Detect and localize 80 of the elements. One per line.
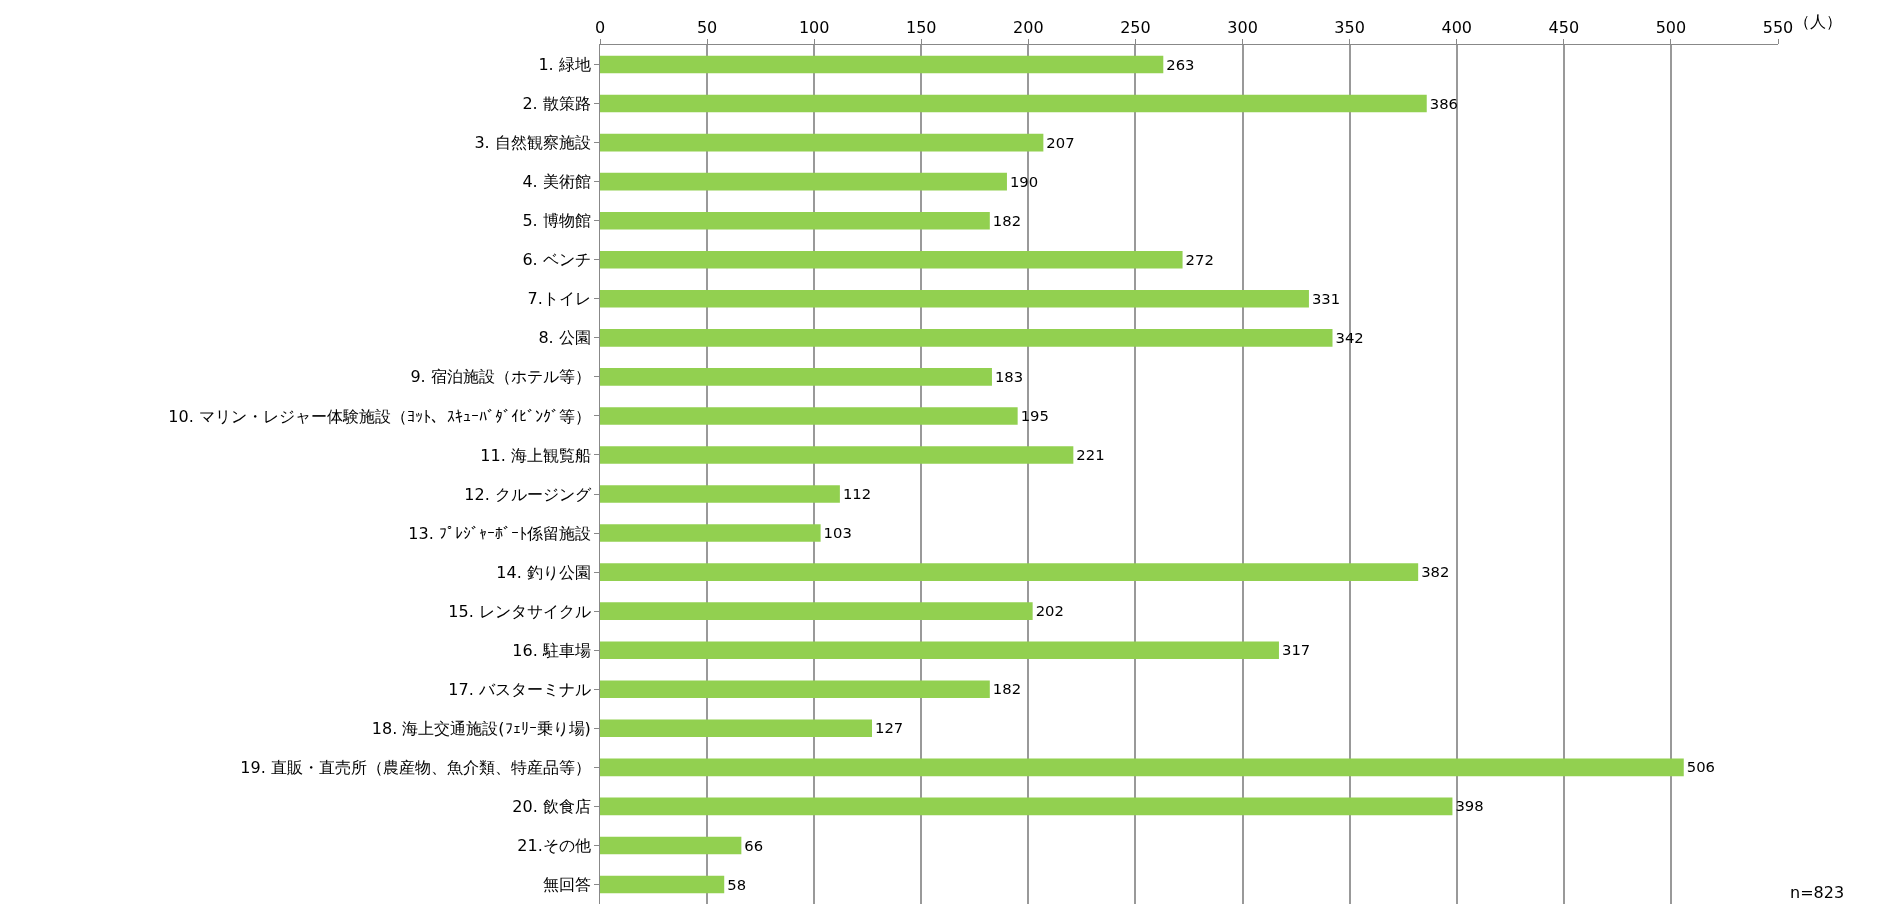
bar bbox=[600, 94, 1427, 113]
bar bbox=[600, 719, 873, 738]
y-tick-label: 21.その他 bbox=[517, 836, 591, 856]
data-label: 221 bbox=[1076, 446, 1105, 464]
x-tick-label: 200 bbox=[1013, 17, 1044, 37]
bar bbox=[600, 172, 1007, 191]
bar bbox=[600, 875, 725, 894]
y-tick-label: 2. 散策路 bbox=[522, 94, 591, 114]
y-tick-label: 18. 海上交通施設(ﾌｪﾘｰ乗り場) bbox=[371, 718, 591, 738]
x-tick-label: 400 bbox=[1441, 17, 1472, 37]
y-tick-label: 17. バスターミナル bbox=[448, 679, 591, 699]
bar bbox=[600, 407, 1018, 425]
data-label: 182 bbox=[992, 680, 1022, 698]
data-label: 195 bbox=[1020, 407, 1049, 425]
data-label: 382 bbox=[1421, 563, 1450, 581]
y-tick-label: 7.トイレ bbox=[527, 289, 591, 309]
data-label: 182 bbox=[992, 211, 1022, 229]
bar bbox=[600, 211, 990, 230]
data-label: 317 bbox=[1281, 641, 1311, 659]
bar bbox=[600, 836, 742, 855]
y-tick-label: 3. 自然観察施設 bbox=[474, 133, 591, 153]
bar bbox=[600, 680, 990, 699]
y-tick-label: 8. 公園 bbox=[538, 328, 591, 348]
y-tick-label: 16. 駐車場 bbox=[512, 640, 591, 660]
x-tick-label: 0 bbox=[594, 17, 606, 37]
y-tick-label: 6. ベンチ bbox=[522, 250, 591, 270]
data-label: 190 bbox=[1009, 172, 1039, 190]
data-label: 398 bbox=[1455, 797, 1484, 815]
data-label: 183 bbox=[994, 367, 1024, 385]
y-tick-label: 11. 海上観覧船 bbox=[480, 445, 591, 465]
y-tick-label: 13. ﾌﾟﾚｼﾞｬｰﾎﾞｰﾄ係留施設 bbox=[408, 523, 591, 543]
y-tick-label: 4. 美術館 bbox=[522, 172, 591, 192]
y-tick-label: 20. 飲食店 bbox=[512, 796, 591, 816]
data-label: 386 bbox=[1429, 94, 1458, 112]
y-tick-label: 12. クルージング bbox=[464, 484, 592, 504]
data-label: 506 bbox=[1686, 758, 1715, 776]
y-tick-label: 19. 直販・直売所（農産物、魚介類、特産品等） bbox=[240, 757, 591, 777]
y-tick-label: 1. 緑地 bbox=[538, 55, 591, 75]
data-label: 127 bbox=[875, 719, 904, 737]
y-tick-label: 14. 釣り公園 bbox=[496, 562, 591, 582]
bar bbox=[600, 133, 1044, 152]
bar bbox=[600, 55, 1164, 74]
bar bbox=[600, 641, 1279, 659]
x-axis-title: （人） bbox=[1794, 12, 1842, 31]
y-tick-label: 5. 博物館 bbox=[522, 211, 591, 231]
x-tick-label: 150 bbox=[906, 17, 937, 37]
data-label: 66 bbox=[744, 836, 764, 854]
x-tick-label: 300 bbox=[1227, 17, 1258, 37]
data-label: 331 bbox=[1311, 289, 1341, 307]
bar bbox=[600, 563, 1419, 581]
y-tick-label: 無回答 bbox=[542, 875, 591, 895]
text: n=823 bbox=[1790, 883, 1845, 902]
data-label: 272 bbox=[1185, 250, 1214, 268]
bar bbox=[600, 290, 1309, 308]
y-tick-label: 9. 宿泊施設（ホテル等） bbox=[410, 367, 591, 387]
bar bbox=[600, 524, 821, 542]
y-tick-label: 10. マリン・レジャー体験施設（ﾖｯﾄ、ｽｷｭｰﾊﾞﾀﾞｲﾋﾞﾝｸﾞ等） bbox=[168, 406, 591, 426]
x-tick-label: 350 bbox=[1334, 17, 1365, 37]
data-label: 58 bbox=[727, 875, 747, 893]
x-tick-label: 550 bbox=[1762, 17, 1794, 37]
x-tick-label: 50 bbox=[696, 17, 718, 37]
data-label: 263 bbox=[1166, 55, 1195, 73]
x-tick-label: 100 bbox=[798, 17, 830, 37]
data-label: 207 bbox=[1046, 133, 1075, 151]
data-label: 103 bbox=[823, 524, 852, 542]
bar bbox=[600, 329, 1333, 347]
bar bbox=[600, 446, 1074, 464]
x-tick-label: 450 bbox=[1548, 17, 1580, 37]
y-tick-label: 15. レンタサイクル bbox=[448, 601, 591, 621]
x-tick-label: 250 bbox=[1120, 17, 1151, 37]
bar bbox=[600, 368, 992, 386]
data-label: 112 bbox=[842, 485, 872, 503]
data-label: 342 bbox=[1335, 328, 1364, 346]
x-tick-label: 500 bbox=[1655, 17, 1687, 37]
bar bbox=[600, 485, 840, 503]
bar bbox=[600, 602, 1033, 620]
bar bbox=[600, 758, 1684, 777]
data-label: 202 bbox=[1035, 602, 1064, 620]
bar bbox=[600, 250, 1183, 269]
bar bbox=[600, 797, 1453, 816]
